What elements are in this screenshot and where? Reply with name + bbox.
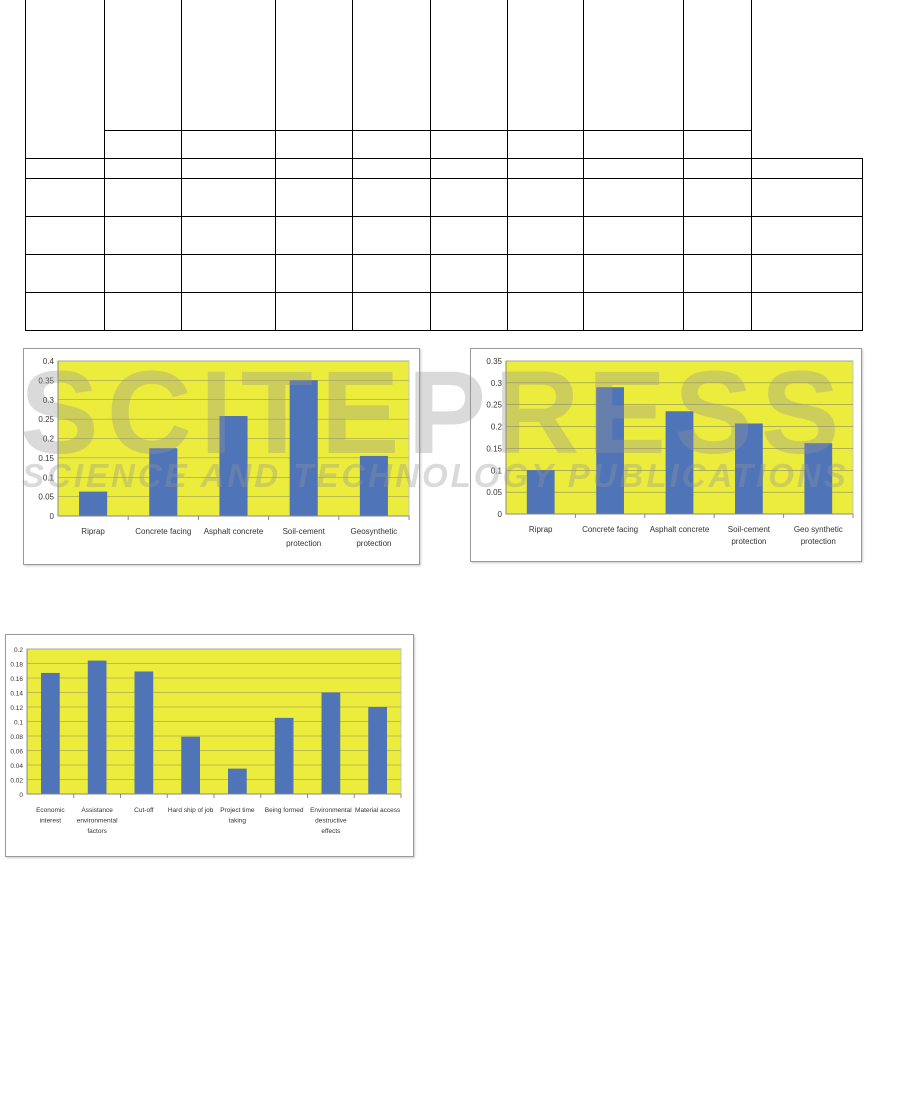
table-rule — [25, 292, 862, 293]
x-tick-label: Riprap — [81, 527, 105, 536]
bar-chart-1: 0 0.05 0.1 0.15 0.2 0.25 0.3 0.35 0.4 Riprap Concr… — [23, 348, 420, 565]
table-rule — [25, 0, 26, 331]
y-tick-label: 0.25 — [38, 415, 54, 424]
x-tick-label: Assistance environmental factors — [77, 807, 118, 835]
chart-svg: 0 0.05 0.1 0.15 0.2 0.25 0.3 0.35 0.4 Riprap Concr… — [38, 357, 410, 548]
bar — [149, 448, 178, 516]
y-tick-label: 0 — [50, 512, 55, 521]
bar — [228, 768, 247, 794]
y-tick-label: 0.4 — [43, 357, 55, 366]
x-tick-label: Cut-off — [134, 807, 154, 814]
table-rule — [104, 0, 105, 331]
x-tick-label: Material access — [355, 807, 401, 814]
y-tick-label: 0.35 — [486, 357, 502, 366]
bar — [181, 736, 200, 794]
y-tick-label: 0.04 — [10, 763, 23, 770]
y-tick-label: 0.06 — [10, 749, 23, 756]
bar — [289, 380, 318, 516]
chart-svg: 0 0.02 0.04 0.06 0.08 0.1 0.12 0.14 0.16 0.18 0.2 E… — [10, 647, 402, 835]
table-rule — [683, 0, 684, 331]
y-tick-label: 0.16 — [10, 676, 23, 683]
x-tick-label: Asphalt concrete — [204, 527, 264, 536]
bar — [735, 423, 763, 514]
y-tick-label: 0.1 — [14, 720, 23, 727]
table-rule — [25, 330, 862, 331]
bar — [41, 672, 60, 794]
table-rule — [181, 0, 182, 331]
x-tick-label: Riprap — [529, 525, 553, 534]
x-tick-label: Asphalt concrete — [650, 525, 710, 534]
y-tick-label: 0.02 — [10, 778, 23, 785]
bar — [219, 416, 248, 516]
y-tick-label: 0.3 — [491, 379, 503, 388]
y-tick-label: 0.05 — [38, 493, 54, 502]
x-tick-label: Environmental destructive effects — [310, 807, 352, 835]
x-tick-label: Geosynthetic protection — [351, 527, 398, 548]
y-tick-label: 0.05 — [486, 488, 502, 497]
table-rule — [25, 158, 862, 159]
x-tick-label: Geo synthetic protection — [794, 525, 843, 546]
bar-chart-2: 0 0.05 0.1 0.15 0.2 0.25 0.3 0.35 Riprap Concrete… — [470, 348, 862, 562]
table-rule — [430, 0, 431, 331]
table-rule — [507, 0, 508, 331]
bar — [596, 387, 624, 514]
bar — [359, 455, 388, 516]
y-tick-label: 0.15 — [38, 454, 54, 463]
x-tick-label: Hard ship of job — [168, 807, 214, 814]
table-rule — [104, 130, 751, 131]
table-rule — [25, 254, 862, 255]
x-tick-label: Project time taking — [220, 807, 255, 825]
table-rule — [275, 0, 276, 331]
bar — [526, 470, 555, 514]
bar-chart-3: 0 0.02 0.04 0.06 0.08 0.1 0.12 0.14 0.16 0.18 0.2 E… — [5, 634, 414, 857]
x-tick-label: Soil-cement protection — [728, 525, 771, 546]
y-tick-label: 0.08 — [10, 734, 23, 741]
bar — [321, 692, 341, 794]
bar — [368, 707, 387, 794]
y-tick-label: 0 — [19, 792, 23, 799]
chart-svg: 0 0.05 0.1 0.15 0.2 0.25 0.3 0.35 Riprap Concrete… — [486, 357, 854, 546]
table-rule — [25, 178, 862, 179]
y-tick-label: 0.18 — [10, 662, 23, 669]
x-tick-label: Concrete facing — [582, 525, 638, 534]
x-tick-label: Economic interest — [36, 807, 65, 825]
bar — [79, 491, 108, 516]
y-tick-label: 0.2 — [43, 435, 55, 444]
bar — [274, 717, 294, 794]
y-tick-label: 0 — [498, 510, 503, 519]
y-tick-label: 0.1 — [491, 466, 503, 475]
bar — [804, 443, 833, 514]
y-tick-label: 0.1 — [43, 473, 55, 482]
y-tick-label: 0.3 — [43, 396, 55, 405]
table-rule — [352, 0, 353, 331]
y-tick-label: 0.14 — [10, 691, 23, 698]
x-tick-label: Soil-cement protection — [283, 527, 326, 548]
table-rule — [25, 216, 862, 217]
y-tick-label: 0.35 — [38, 376, 54, 385]
bar — [134, 671, 154, 794]
y-tick-label: 0.12 — [10, 705, 23, 712]
table-rule — [751, 0, 752, 331]
y-tick-label: 0.15 — [486, 444, 502, 453]
y-tick-label: 0.2 — [491, 423, 503, 432]
x-tick-label: Being formed — [265, 807, 304, 814]
table-rule — [862, 158, 863, 331]
y-tick-label: 0.2 — [14, 647, 23, 654]
bar — [87, 660, 107, 794]
x-tick-label: Concrete facing — [135, 527, 191, 536]
y-tick-label: 0.25 — [486, 401, 502, 410]
bar — [665, 411, 694, 514]
table-rule — [583, 0, 584, 331]
